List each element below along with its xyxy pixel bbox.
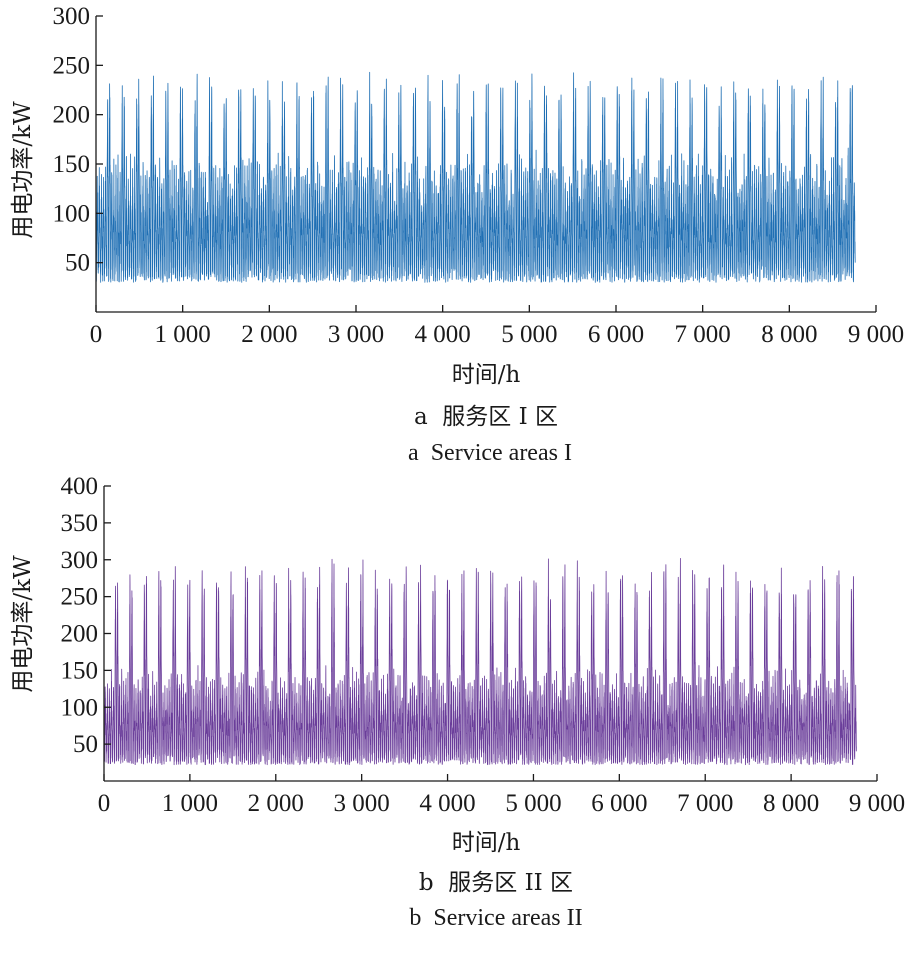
chart-panel-a: 0 1 000 2 000 3 000 4 000 5 000 6 000 7 000 8 00… [10,3,904,466]
x-tick-label: 8 000 [761,321,817,348]
x-tick-label: 2 000 [241,321,297,348]
y-tick-label: 200 [53,102,91,129]
x-tick-label: 5 000 [505,790,561,817]
y-tick-label: 350 [61,510,99,537]
series-area-a [95,71,856,283]
y-tick-label: 50 [73,731,98,758]
x-axis-title: 时间/h [452,362,521,388]
y-axis-title: 用电功率/kW [10,555,36,693]
y-tick-label: 100 [53,200,91,227]
x-tick-label: 4 000 [415,321,471,348]
x-tick-label: 5 000 [501,321,557,348]
y-tick-label: 300 [53,3,91,30]
y-tick-label: 400 [61,473,99,500]
y-tick-label: 100 [61,694,99,721]
series-area-b [103,557,857,766]
x-tick-label: 6 000 [588,321,644,348]
x-tick-label: 9 000 [849,790,905,817]
y-tick-label: 250 [61,584,99,611]
series-line [95,71,856,283]
x-tick-label: 7 000 [675,321,731,348]
x-axis-title: 时间/h [452,830,521,856]
y-tick-label: 300 [61,547,99,574]
x-tick-label: 3 000 [328,321,384,348]
x-tick-label: 8 000 [763,790,819,817]
x-tick-label: 4 000 [419,790,475,817]
caption-cn: a 服务区 I 区 [414,404,558,430]
ticks-a: 0 1 000 2 000 3 000 4 000 5 000 6 000 7 000 8 00… [53,3,905,348]
x-tick-label: 6 000 [591,790,647,817]
x-tick-label: 2 000 [248,790,304,817]
chart-panel-b: 0 1 000 2 000 3 000 4 000 5 000 6 000 7 000 8 00… [10,473,905,931]
caption-en: a Service areas I [408,440,572,466]
ticks-b: 0 1 000 2 000 3 000 4 000 5 000 6 000 7 000 8 00… [61,473,906,817]
x-tick-label: 7 000 [677,790,733,817]
x-tick-label: 0 [98,790,111,817]
y-tick-label: 250 [53,52,91,79]
x-tick-label: 0 [90,321,103,348]
caption-cn: b 服务区 II 区 [419,870,573,896]
x-tick-label: 3 000 [334,790,390,817]
y-tick-label: 200 [61,621,99,648]
y-tick-label: 50 [65,250,90,277]
x-tick-label: 1 000 [162,790,218,817]
caption-en: b Service areas II [409,905,582,931]
y-axis-title: 用电功率/kW [10,101,36,239]
y-tick-label: 150 [61,657,99,684]
y-tick-label: 150 [53,151,91,178]
series-line [103,557,857,766]
x-tick-label: 9 000 [848,321,904,348]
x-tick-label: 1 000 [155,321,211,348]
